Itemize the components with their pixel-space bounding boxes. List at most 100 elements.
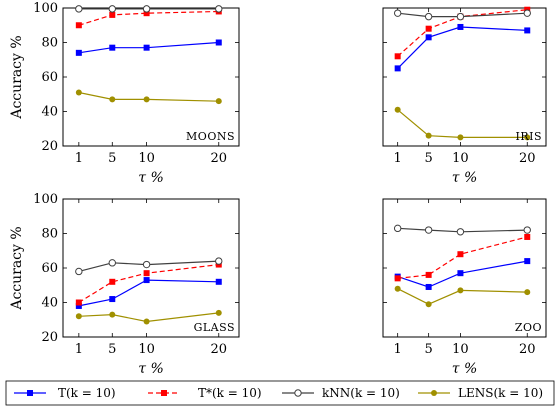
series-line: [397, 288, 528, 305]
series-line: [78, 91, 219, 102]
x-tick-label: 5: [108, 342, 116, 357]
y-tick-label: 80: [41, 36, 58, 51]
data-point: [393, 9, 402, 17]
data-point: [524, 233, 531, 240]
data-point: [215, 39, 222, 46]
series: [75, 309, 222, 325]
data-point: [109, 278, 116, 285]
series: [394, 258, 531, 290]
y-tick-label: 20: [41, 330, 58, 345]
series: [394, 23, 531, 72]
data-point: [524, 289, 531, 296]
data-point: [108, 5, 116, 13]
legend-marker: [431, 390, 437, 396]
data-point: [75, 49, 82, 56]
data-point: [108, 259, 116, 267]
data-point: [215, 257, 223, 265]
series: [75, 261, 222, 306]
x-axis-label: τ %: [138, 170, 164, 186]
y-tick-label: 60: [41, 70, 58, 85]
y-tick-label: 80: [41, 227, 58, 242]
data-point: [75, 22, 82, 29]
series: [75, 39, 222, 56]
data-point: [425, 132, 432, 139]
x-tick-label: 20: [519, 342, 536, 357]
x-axis-label: τ %: [452, 170, 478, 186]
data-point: [457, 23, 464, 30]
x-tick-label: 10: [452, 342, 469, 357]
series-line: [78, 279, 219, 307]
x-tick-label: 5: [424, 342, 432, 357]
data-point: [109, 296, 116, 303]
data-point: [75, 302, 82, 309]
data-point: [142, 5, 151, 13]
x-tick-label: 1: [75, 151, 83, 166]
x-tick-label: 5: [424, 151, 432, 166]
data-point: [425, 301, 432, 308]
chart-panel: 1 5 10 20 τ % ZOO: [382, 198, 547, 377]
data-point: [394, 275, 401, 282]
data-point: [142, 260, 151, 269]
x-tick-label: 20: [519, 151, 536, 166]
x-tick-label: 20: [210, 342, 227, 357]
panel-label: IRIS: [515, 130, 542, 143]
x-tick-label: 5: [108, 151, 116, 166]
data-point: [75, 267, 83, 276]
y-tick-label: 60: [41, 261, 58, 276]
series-line: [78, 10, 219, 26]
x-tick-label: 20: [210, 151, 227, 166]
data-point: [143, 96, 150, 103]
chart-panel: 20 40 60 80 100 1 5 10 20 τ % Accuracy % MOONS: [9, 1, 240, 186]
series: [394, 106, 531, 141]
x-axis-label: τ %: [138, 361, 164, 377]
y-tick-label: 100: [33, 192, 58, 207]
x-tick-label: 1: [394, 342, 402, 357]
data-point: [109, 44, 116, 51]
series-line: [397, 26, 528, 69]
data-point: [425, 34, 432, 41]
data-point: [424, 12, 433, 21]
series: [75, 257, 223, 276]
data-point: [215, 98, 222, 105]
series: [394, 285, 531, 308]
data-point: [524, 27, 531, 34]
legend-label: T(k = 10): [58, 386, 116, 400]
series: [75, 5, 223, 13]
data-point: [524, 134, 531, 141]
data-point: [457, 251, 464, 258]
x-tick-label: 10: [452, 151, 469, 166]
legend-item: T*(k = 10): [148, 386, 262, 400]
axes-frame: [382, 198, 547, 338]
axes-frame: [382, 7, 547, 147]
series-line: [397, 9, 528, 57]
data-point: [523, 226, 531, 234]
legend-label: kNN(k = 10): [322, 386, 400, 400]
legend-label: T*(k = 10): [198, 386, 262, 400]
panel-label: GLASS: [194, 321, 235, 334]
panel-label: ZOO: [515, 321, 542, 334]
y-axis-label: Accuracy %: [9, 226, 25, 310]
data-point: [75, 89, 82, 96]
data-point: [457, 287, 464, 294]
series: [75, 89, 222, 105]
panel-label: MOONS: [186, 130, 235, 143]
series-line: [78, 264, 219, 304]
data-point: [524, 258, 531, 265]
series-line: [78, 312, 219, 323]
series-line: [397, 109, 528, 138]
data-point: [109, 11, 116, 18]
y-tick-label: 40: [41, 296, 58, 311]
chart-panel: 1 5 10 20 τ % IRIS: [382, 6, 547, 186]
x-tick-label: 1: [75, 342, 83, 357]
legend-item: T(k = 10): [14, 386, 116, 400]
data-point: [75, 299, 82, 306]
y-axis-label: Accuracy %: [9, 35, 25, 119]
series: [393, 224, 531, 236]
series-line: [397, 260, 528, 288]
panels: 20 40 60 80 100 1 5 10 20 τ % Accuracy % MOONS 1 5 10 2…: [9, 1, 547, 377]
data-point: [143, 318, 150, 325]
data-point: [215, 278, 222, 285]
data-point: [143, 44, 150, 51]
data-point: [523, 9, 531, 17]
